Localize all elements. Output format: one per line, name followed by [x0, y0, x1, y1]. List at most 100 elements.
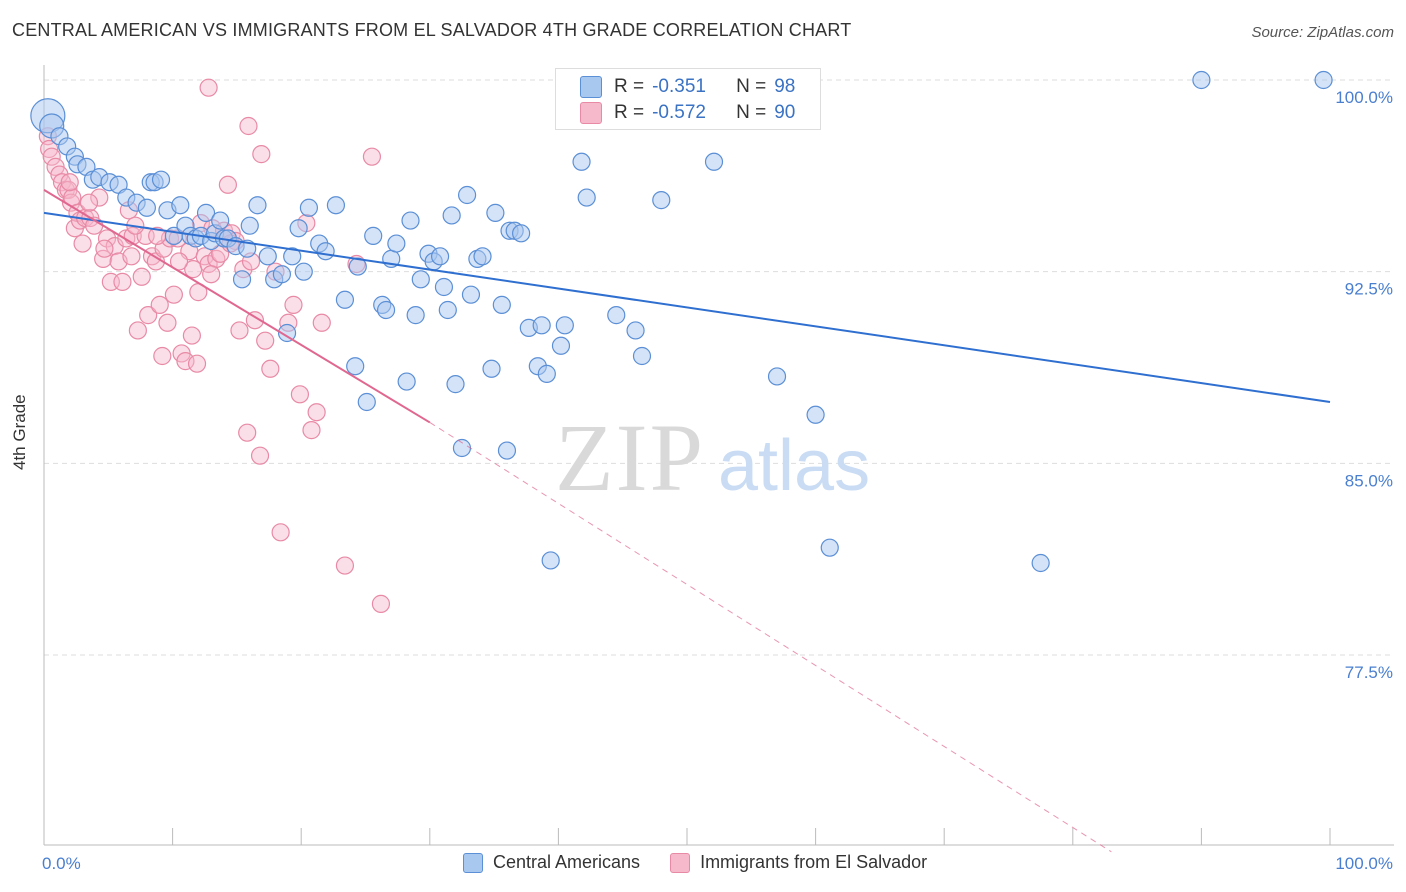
pink-point-37: [164, 285, 183, 304]
x-tick-label-0: 0.0%: [42, 854, 81, 873]
blue-point-97: [1314, 70, 1333, 90]
blue-point-92: [767, 367, 787, 386]
pink-point-80: [95, 239, 114, 258]
legend-label-central-americans: Central Americans: [493, 852, 641, 872]
pink-point-70: [312, 313, 331, 332]
blue-point-47: [346, 357, 365, 376]
blue-point-46: [335, 290, 355, 309]
blue-n-label: N =: [736, 76, 767, 97]
blue-swatch: [580, 76, 602, 98]
pink-point-77: [252, 145, 271, 164]
blue-point-57: [406, 306, 425, 325]
blue-point-67: [457, 185, 477, 205]
stats-row-blue: R = -0.351 N = 98: [580, 74, 795, 100]
blue-point-81: [537, 364, 556, 383]
pink-r-label: R =: [614, 102, 645, 123]
blue-point-55: [397, 372, 416, 391]
pink-swatch: [580, 102, 602, 124]
blue-point-83: [551, 336, 571, 355]
blue-point-94: [820, 538, 839, 557]
blue-point-66: [452, 438, 472, 458]
watermark-atlas: atlas: [718, 426, 870, 506]
pink-point-13: [73, 234, 92, 253]
watermark-zip: ZIP: [555, 404, 705, 511]
pink-point-35: [158, 313, 177, 332]
pink-trend-extension: [429, 422, 1112, 853]
gridlines: [44, 79, 1394, 656]
blue-point-45: [326, 196, 346, 215]
blue-point-82: [541, 551, 560, 570]
blue-point-41: [294, 262, 313, 281]
series-pink-points: [38, 78, 391, 613]
pink-n-value: 90: [774, 102, 796, 123]
pink-point-85: [202, 265, 221, 284]
pink-trend-line: [43, 189, 431, 424]
pink-point-78: [60, 173, 79, 192]
blue-point-63: [438, 300, 457, 320]
watermark: ZIP atlas: [555, 404, 870, 511]
pink-point-2: [42, 147, 61, 166]
y-tick-label-2: 92.5%: [1345, 280, 1393, 299]
pink-point-23: [113, 272, 132, 291]
blue-point-85: [572, 152, 591, 171]
pink-point-83: [169, 252, 189, 271]
blue-point-68: [461, 285, 481, 304]
pink-point-56: [238, 423, 257, 442]
blue-point-73: [492, 295, 511, 314]
blue-point-72: [486, 203, 505, 222]
pink-point-73: [362, 147, 382, 166]
axes: [43, 65, 1394, 846]
pink-point-33: [150, 295, 169, 314]
pink-point-59: [250, 446, 270, 465]
pink-point-28: [132, 267, 151, 286]
blue-point-64: [442, 206, 461, 225]
blue-point-87: [607, 306, 626, 325]
blue-n-value: 98: [774, 76, 796, 97]
blue-r-value: -0.351: [652, 76, 706, 97]
bottom-legend: Central Americans Immigrants from El Sal…: [463, 852, 957, 873]
blue-point-89: [632, 346, 652, 366]
pink-r-value: -0.572: [652, 102, 706, 123]
pink-n-label: N =: [736, 102, 767, 123]
pink-point-63: [271, 523, 290, 542]
blue-point-88: [626, 321, 645, 340]
blue-point-61: [430, 247, 450, 266]
blue-point-24: [196, 203, 216, 222]
blue-point-35: [258, 247, 277, 266]
blue-point-31: [232, 270, 252, 289]
series-blue-points: [30, 70, 1333, 573]
pink-point-27: [128, 321, 147, 340]
pink-point-81: [122, 247, 141, 266]
blue-point-84: [555, 316, 574, 335]
blue-point-93: [806, 405, 825, 424]
pink-point-65: [284, 295, 303, 314]
legend-swatch-blue: [463, 852, 483, 873]
blue-point-62: [434, 277, 454, 297]
blue-point-49: [357, 392, 376, 412]
blue-point-16: [151, 170, 171, 189]
blue-point-77: [512, 224, 531, 243]
blue-point-19: [171, 196, 190, 215]
blue-point-56: [401, 211, 420, 230]
blue-point-65: [446, 375, 465, 394]
blue-point-34: [248, 196, 267, 215]
blue-point-44: [316, 242, 335, 261]
blue-point-13: [137, 198, 156, 217]
blue-point-58: [411, 270, 430, 289]
blue-point-32: [238, 239, 257, 258]
pink-point-43: [187, 354, 207, 373]
x-tick-label-1: 100.0%: [1335, 854, 1393, 873]
blue-point-80: [532, 316, 551, 335]
pink-point-30: [139, 306, 158, 325]
pink-point-88: [182, 326, 201, 345]
blue-point-54: [387, 234, 406, 253]
blue-r-label: R =: [614, 76, 645, 97]
blue-point-42: [299, 198, 319, 217]
chart-title: CENTRAL AMERICAN VS IMMIGRANTS FROM EL S…: [12, 20, 852, 40]
blue-point-71: [482, 359, 501, 378]
pink-point-76: [239, 116, 258, 136]
legend-item-immigrants-el-salvador[interactable]: Immigrants from El Salvador: [670, 852, 927, 873]
legend-item-central-americans[interactable]: Central Americans: [463, 852, 640, 873]
blue-point-70: [473, 247, 492, 266]
